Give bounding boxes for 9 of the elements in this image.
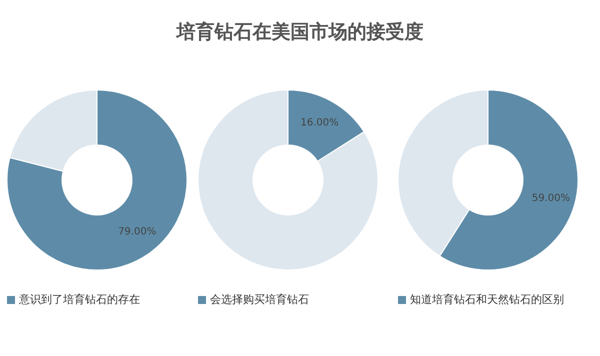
text: 培育钻石在美国市场的接受度 (176, 21, 424, 43)
donut-slice (6, 90, 188, 270)
donut-slice (198, 90, 378, 270)
data-label: 59.00% (532, 193, 570, 204)
data-label: 16.00% (300, 117, 339, 128)
legend-label: 会选择购买培育钻石 (210, 293, 309, 306)
legend-label: 知道培育钻石和天然钻石的区别 (410, 293, 564, 306)
data-label: 79.00% (118, 226, 156, 238)
legend-label: 意识到了培育钻石的存在 (18, 293, 140, 306)
